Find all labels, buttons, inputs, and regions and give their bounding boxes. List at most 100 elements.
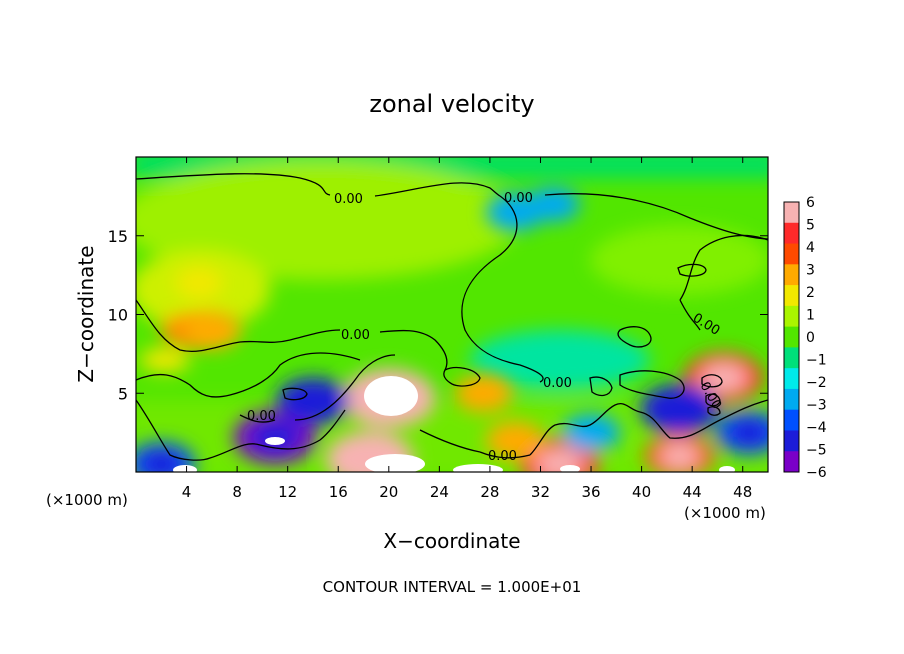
colorbar-swatch: [784, 347, 799, 369]
colorbar-swatch: [784, 264, 799, 286]
contour-right-loop-2: [677, 263, 707, 277]
contour-bottom-left: [136, 399, 346, 461]
colorbar-tick-label: 2: [806, 285, 815, 301]
colorbar-swatch: [784, 326, 799, 348]
colorbar-swatch: [784, 305, 799, 328]
white-core-blue-left: [265, 437, 285, 445]
contour-right-descending: [679, 234, 768, 331]
contour-right-loop-1: [617, 326, 652, 348]
colorbar-tick-label: −2: [806, 375, 827, 391]
contour-label: 0.00: [504, 191, 533, 206]
mid-cyan-zone: [470, 330, 650, 390]
colorbar-tick-label: −3: [806, 398, 827, 414]
contour-bottom-right: [419, 399, 768, 456]
white-core-bottom-right: [453, 464, 503, 472]
field-feature: [182, 311, 241, 350]
x-tick-label: 8: [232, 483, 242, 501]
chart-title: zonal velocity: [369, 90, 534, 118]
field-feature: [454, 374, 513, 413]
white-core-bottom: [365, 454, 425, 472]
contour-far-right-loop-3: [707, 406, 721, 416]
colorbar-swatch: [784, 430, 799, 452]
colorbar-tick-label: −6: [806, 465, 827, 481]
colorbar-tick-label: −1: [806, 353, 827, 369]
field-feature-core: [656, 394, 703, 424]
white-core-bottom-left: [173, 465, 197, 472]
field-feature: [562, 413, 621, 452]
white-cores: [173, 376, 735, 472]
colorbar-tick-label: 3: [806, 263, 815, 279]
upper-light-region: [136, 160, 520, 280]
contour-big-dome: [461, 195, 544, 383]
field-feature-core: [536, 449, 583, 472]
colorbar-swatch: [784, 388, 799, 411]
colorbar-swatch: [784, 409, 799, 431]
x-tick-label: 44: [683, 483, 702, 501]
contour-label: 0.00: [341, 328, 370, 343]
x-axis-label: X−coordinate: [383, 529, 520, 553]
field-feature: [486, 421, 545, 460]
x-tick-label: 4: [182, 483, 192, 501]
white-core-20km: [364, 376, 418, 416]
white-core-46km: [719, 466, 735, 472]
y-tick-label: 5: [118, 384, 128, 403]
contour-label: 0.00: [543, 376, 572, 391]
colorbar-tick-label: 5: [806, 218, 815, 234]
x-tick-label: 40: [632, 483, 651, 501]
field-feature: [526, 186, 580, 222]
contour-label: 0.00: [488, 449, 517, 464]
x-tick-label: 48: [733, 483, 752, 501]
contour-mid-loop: [443, 367, 481, 387]
colorbar-swatch: [784, 451, 799, 473]
contour-small-loop-left: [282, 387, 308, 401]
x-axis-ticks: 4 8 12 16 20 24 28 32 36 40 44 48: [182, 157, 752, 501]
left-yellow-2: [140, 348, 190, 372]
x-tick-label: 24: [430, 483, 449, 501]
x-tick-label: 32: [531, 483, 550, 501]
field-feature-core: [700, 362, 748, 393]
contour-interval-note: CONTOUR INTERVAL = 1.000E+01: [323, 578, 582, 596]
right-upper-light: [590, 225, 768, 295]
colorbar-swatch: [784, 243, 799, 265]
colorbar-tick-label: 4: [806, 240, 815, 256]
white-core-33km: [560, 465, 580, 472]
x-tick-label: 28: [480, 483, 499, 501]
colorbar-swatch: [784, 222, 799, 245]
field-feature: [175, 267, 224, 299]
zero-contours: [136, 173, 768, 461]
field-feature-core: [291, 387, 335, 416]
contour-label: 0.00: [334, 192, 363, 207]
colorbar-frame: [783, 201, 800, 473]
colorbar-swatch: [784, 368, 799, 390]
contour-center-right: [589, 376, 613, 397]
y-axis-label: Z−coordinate: [74, 245, 98, 382]
colorbar-tick-label: 1: [806, 308, 815, 324]
field-feature-core: [140, 450, 182, 472]
field-feature-core: [659, 443, 700, 470]
colorbar-tick-label: 0: [806, 330, 815, 346]
contour-lower-wave: [239, 354, 396, 423]
x-tick-label: 16: [329, 483, 348, 501]
y-axis-ticks: 5 10 15: [108, 227, 768, 403]
colorbar-tick-label: −5: [806, 443, 827, 459]
field-feature-core: [728, 419, 768, 446]
y-tick-label: 15: [108, 227, 128, 246]
y-tick-label: 10: [108, 306, 128, 325]
contour-far-right-loop-2: [705, 393, 721, 407]
plot-area: 0.00 0.00 0.00 0.00 0.00 0.00 0.00 0.00: [136, 157, 768, 472]
contour-right-lower-loop: [619, 370, 685, 399]
x-unit-left: (×1000 m): [46, 491, 128, 509]
colorbar: 6 5 4 3 2 1 0 −1 −2 −3 −4 −5 −6: [783, 195, 827, 481]
x-tick-label: 20: [379, 483, 398, 501]
x-tick-label: 12: [278, 483, 297, 501]
contour-center-lower: [479, 451, 531, 459]
colorbar-tick-label: 6: [806, 195, 815, 211]
contour-lower-left: [136, 352, 361, 398]
contour-far-right-loop: [701, 374, 723, 388]
colorbar-tick-label: −4: [806, 420, 827, 436]
x-tick-label: 36: [581, 483, 600, 501]
contour-label: 0.00: [247, 409, 276, 424]
x-unit-right: (×1000 m): [684, 504, 766, 522]
contour-mid-lower: [136, 299, 448, 371]
